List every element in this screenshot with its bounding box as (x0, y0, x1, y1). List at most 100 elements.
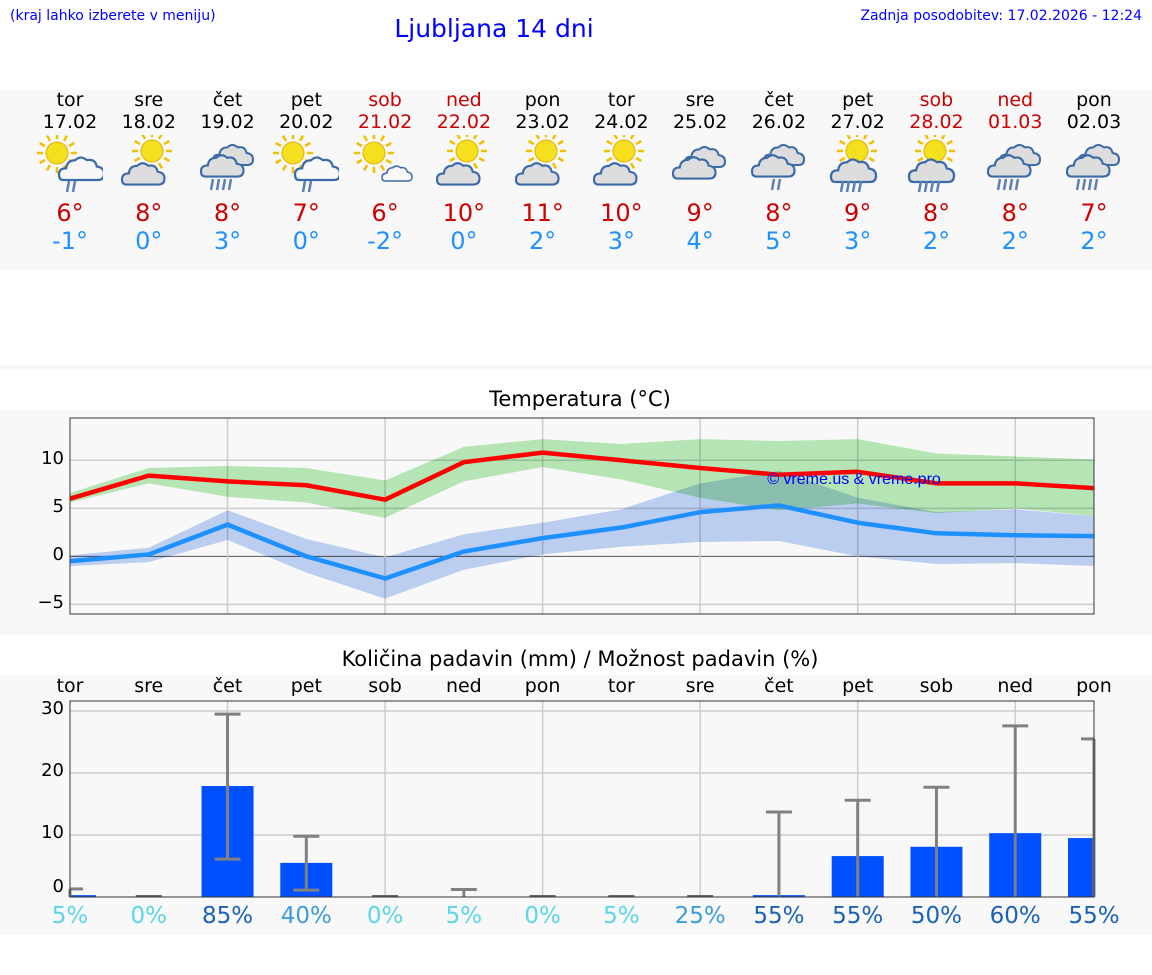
precipitation-plot-frame (69, 700, 1095, 898)
y-tick-label: 0 (52, 544, 64, 566)
forecast-day: ned 22.02 10° 0° (424, 89, 504, 255)
max-temp: 7° (292, 199, 320, 227)
x-tick-label: sre (685, 675, 715, 697)
max-temp: 6° (371, 199, 399, 227)
day-date: 24.02 (594, 111, 649, 133)
day-name: sre (134, 89, 164, 111)
forecast-day: pon 02.03 7° 2° (1054, 89, 1134, 255)
cloud-heavy-rain-icon (1054, 135, 1134, 195)
location-hint: (kraj lahko izberete v meniju) (10, 8, 216, 24)
cloudy-icon (660, 135, 740, 195)
forecast-day: sob 21.02 6° -2° (345, 89, 425, 255)
x-tick-label: sob (368, 675, 402, 697)
partly-cloudy-icon (581, 135, 661, 195)
forecast-day: pon 23.02 11° 2° (503, 89, 583, 255)
day-name: sre (685, 89, 715, 111)
sun-cloud-rain-icon (30, 135, 110, 195)
day-date: 19.02 (200, 111, 255, 133)
min-temp: 3° (213, 227, 242, 255)
forecast-day: sob 28.02 8° 2° (896, 89, 976, 255)
forecast-strip (0, 90, 1152, 270)
y-tick-label: 10 (41, 448, 64, 470)
mostly-sunny-icon (345, 135, 425, 195)
temperature-plot-frame (69, 417, 1095, 615)
forecast-day: sre 18.02 8° 0° (109, 89, 189, 255)
x-tick-label: čet (212, 675, 243, 697)
partly-cloudy-icon (503, 135, 583, 195)
day-date: 27.02 (830, 111, 885, 133)
x-tick-label: ned (445, 675, 482, 697)
day-date: 26.02 (751, 111, 807, 133)
x-tick-label: pet (842, 675, 874, 697)
min-temp: 0° (135, 227, 163, 255)
day-date: 02.03 (1066, 111, 1122, 133)
precipitation-probability: 25% (674, 903, 726, 929)
day-name: sob (919, 89, 954, 111)
max-temp: 7° (1080, 199, 1108, 227)
x-tick-label: pon (524, 675, 561, 697)
x-tick-label: čet (764, 675, 794, 697)
x-tick-label: tor (56, 675, 84, 697)
day-date: 20.02 (279, 111, 334, 133)
day-date: 01.03 (988, 111, 1043, 133)
sun-cloud-heavy-rain-icon (818, 135, 898, 195)
y-tick-label: −5 (37, 592, 64, 614)
precipitation-probability: 0% (524, 903, 561, 929)
precipitation-probability: 5% (603, 903, 640, 929)
precipitation-bar (1068, 838, 1094, 897)
y-tick-label: 10 (41, 822, 64, 843)
x-tick-label: tor (607, 675, 635, 697)
min-temp: 2° (1080, 227, 1108, 255)
day-name: čet (212, 89, 243, 111)
max-temp: 8° (922, 199, 951, 227)
max-temp-line (69, 450, 1095, 502)
day-name: ned (445, 89, 482, 111)
forecast-day: pet 20.02 7° 0° (266, 89, 346, 255)
forecast-day: čet 19.02 8° 3° (188, 89, 268, 255)
max-temp: 10° (442, 199, 486, 227)
min-temp: 5° (765, 227, 793, 255)
precipitation-probability: 60% (989, 903, 1041, 929)
day-name: ned (997, 89, 1034, 111)
forecast-day: čet 26.02 8° 5° (739, 89, 819, 255)
sun-cloud-rain-icon (266, 135, 346, 195)
day-name: pon (1076, 89, 1112, 111)
x-tick-label: pon (1076, 675, 1112, 697)
last-updated: Zadnja posodobitev: 17.02.2026 - 12:24 (860, 8, 1142, 24)
precipitation-probability: 55% (753, 903, 805, 929)
cloud-light-rain-icon (739, 135, 819, 195)
max-temp: 10° (600, 199, 643, 227)
divider (0, 365, 1152, 370)
precipitation-probability: 0% (130, 903, 168, 929)
min-temp: 2° (922, 227, 951, 255)
day-date: 28.02 (909, 111, 964, 133)
precipitation-probability: 5% (445, 903, 483, 929)
precipitation-probability: 55% (1068, 903, 1120, 929)
cloud-heavy-rain-icon (975, 135, 1055, 195)
forecast-day: pet 27.02 9° 3° (818, 89, 898, 255)
max-temp: 8° (213, 199, 242, 227)
page-title: Ljubljana 14 dni (394, 14, 594, 43)
x-tick-label: sob (919, 675, 954, 697)
x-tick-label: pet (290, 675, 322, 697)
sun-cloud-heavy-rain-icon (896, 135, 976, 195)
day-name: sob (368, 89, 402, 111)
day-name: pet (290, 89, 322, 111)
y-tick-label: 30 (41, 698, 64, 719)
precipitation-probability: 50% (910, 903, 963, 929)
y-tick-label: 20 (41, 760, 64, 781)
precipitation-probability: 0% (366, 903, 404, 929)
forecast-day: tor 17.02 6° -1° (30, 89, 110, 255)
day-name: pet (842, 89, 874, 111)
precipitation-probability: 5% (51, 903, 89, 929)
temperature-chart-title: Temperatura (°C) (489, 387, 671, 411)
min-temp: 0° (292, 227, 320, 255)
watermark: © vreme.us & vreme.pro (767, 471, 941, 488)
max-temp: 11° (521, 199, 564, 227)
min-temp: 0° (450, 227, 478, 255)
min-temp: 2° (1001, 227, 1029, 255)
day-name: tor (56, 89, 84, 111)
min-temp: 3° (607, 227, 636, 255)
y-tick-label: 5 (52, 496, 64, 518)
